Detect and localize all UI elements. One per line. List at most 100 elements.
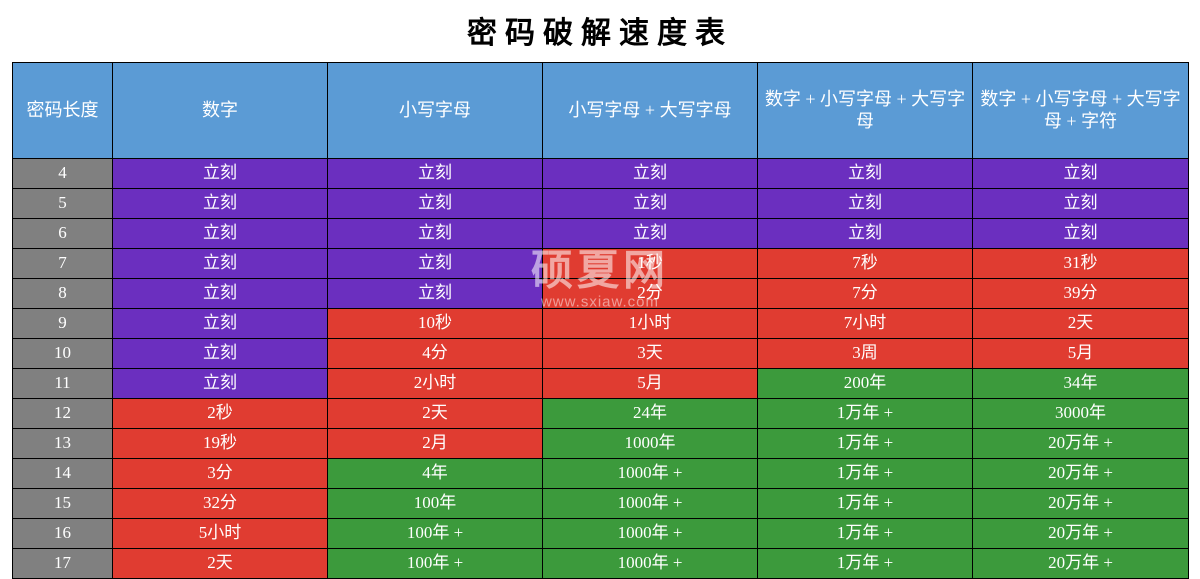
table-row: 9立刻10秒1小时7小时2天	[13, 309, 1189, 339]
table-cell: 5月	[973, 339, 1189, 369]
table-cell: 立刻	[328, 159, 543, 189]
table-cell: 立刻	[328, 219, 543, 249]
table-cell: 1000年 +	[543, 519, 758, 549]
table-cell: 1000年	[543, 429, 758, 459]
row-length-cell: 15	[13, 489, 113, 519]
table-cell: 立刻	[113, 249, 328, 279]
row-length-cell: 5	[13, 189, 113, 219]
table-cell: 立刻	[973, 189, 1189, 219]
row-length-cell: 7	[13, 249, 113, 279]
table-cell: 立刻	[758, 219, 973, 249]
table-cell: 20万年 +	[973, 549, 1189, 579]
table-cell: 1万年 +	[758, 549, 973, 579]
table-cell: 1万年 +	[758, 519, 973, 549]
row-length-cell: 6	[13, 219, 113, 249]
column-header: 数字	[113, 63, 328, 159]
table-cell: 100年 +	[328, 519, 543, 549]
page-title: 密码破解速度表	[0, 0, 1200, 62]
row-length-cell: 10	[13, 339, 113, 369]
table-cell: 立刻	[758, 159, 973, 189]
table-cell: 3天	[543, 339, 758, 369]
table-cell: 1秒	[543, 249, 758, 279]
table-cell: 立刻	[113, 309, 328, 339]
table-cell: 3分	[113, 459, 328, 489]
table-row: 172天100年 +1000年 +1万年 +20万年 +	[13, 549, 1189, 579]
table-cell: 100年	[328, 489, 543, 519]
table-cell: 立刻	[113, 189, 328, 219]
table-cell: 立刻	[113, 159, 328, 189]
table-cell: 立刻	[113, 219, 328, 249]
table-cell: 立刻	[543, 219, 758, 249]
row-length-cell: 11	[13, 369, 113, 399]
table-row: 143分4年1000年 +1万年 +20万年 +	[13, 459, 1189, 489]
table-row: 5立刻立刻立刻立刻立刻	[13, 189, 1189, 219]
table-cell: 立刻	[113, 369, 328, 399]
table-cell: 1000年 +	[543, 459, 758, 489]
table-cell: 2天	[328, 399, 543, 429]
table-cell: 1000年 +	[543, 489, 758, 519]
table-cell: 立刻	[328, 189, 543, 219]
row-length-cell: 16	[13, 519, 113, 549]
table-cell: 1万年 +	[758, 459, 973, 489]
table-cell: 5小时	[113, 519, 328, 549]
table-row: 1532分100年1000年 +1万年 +20万年 +	[13, 489, 1189, 519]
table-cell: 2月	[328, 429, 543, 459]
table-cell: 立刻	[328, 249, 543, 279]
table-cell: 2天	[113, 549, 328, 579]
table-header-row: 密码长度数字小写字母小写字母 + 大写字母数字 + 小写字母 + 大写字母数字 …	[13, 63, 1189, 159]
table-cell: 1小时	[543, 309, 758, 339]
table-cell: 2分	[543, 279, 758, 309]
column-header: 小写字母	[328, 63, 543, 159]
table-cell: 立刻	[973, 219, 1189, 249]
column-header: 数字 + 小写字母 + 大写字母 + 字符	[973, 63, 1189, 159]
table-cell: 立刻	[328, 279, 543, 309]
table-cell: 34年	[973, 369, 1189, 399]
column-header: 密码长度	[13, 63, 113, 159]
table-row: 6立刻立刻立刻立刻立刻	[13, 219, 1189, 249]
table-row: 7立刻立刻1秒7秒31秒	[13, 249, 1189, 279]
table-row: 122秒2天24年1万年 +3000年	[13, 399, 1189, 429]
row-length-cell: 13	[13, 429, 113, 459]
row-length-cell: 8	[13, 279, 113, 309]
table-cell: 7分	[758, 279, 973, 309]
row-length-cell: 9	[13, 309, 113, 339]
table-cell: 3周	[758, 339, 973, 369]
table-cell: 3000年	[973, 399, 1189, 429]
column-header: 数字 + 小写字母 + 大写字母	[758, 63, 973, 159]
table-cell: 200年	[758, 369, 973, 399]
table-cell: 2天	[973, 309, 1189, 339]
column-header: 小写字母 + 大写字母	[543, 63, 758, 159]
table-cell: 立刻	[113, 279, 328, 309]
table-cell: 20万年 +	[973, 489, 1189, 519]
table-cell: 4分	[328, 339, 543, 369]
table-cell: 39分	[973, 279, 1189, 309]
row-length-cell: 4	[13, 159, 113, 189]
table-row: 11立刻2小时5月200年34年	[13, 369, 1189, 399]
table-cell: 2小时	[328, 369, 543, 399]
row-length-cell: 12	[13, 399, 113, 429]
table-cell: 1万年 +	[758, 399, 973, 429]
table-row: 4立刻立刻立刻立刻立刻	[13, 159, 1189, 189]
table-row: 10立刻4分3天3周5月	[13, 339, 1189, 369]
table-cell: 31秒	[973, 249, 1189, 279]
table-cell: 立刻	[113, 339, 328, 369]
row-length-cell: 14	[13, 459, 113, 489]
table-cell: 20万年 +	[973, 429, 1189, 459]
table-cell: 7小时	[758, 309, 973, 339]
table-cell: 立刻	[543, 159, 758, 189]
table-cell: 1000年 +	[543, 549, 758, 579]
table-row: 8立刻立刻2分7分39分	[13, 279, 1189, 309]
table-cell: 2秒	[113, 399, 328, 429]
table-cell: 1万年 +	[758, 489, 973, 519]
table-cell: 7秒	[758, 249, 973, 279]
table-cell: 20万年 +	[973, 459, 1189, 489]
table-row: 1319秒2月1000年1万年 +20万年 +	[13, 429, 1189, 459]
table-cell: 19秒	[113, 429, 328, 459]
table-cell: 10秒	[328, 309, 543, 339]
table-cell: 100年 +	[328, 549, 543, 579]
row-length-cell: 17	[13, 549, 113, 579]
table-cell: 5月	[543, 369, 758, 399]
table-cell: 24年	[543, 399, 758, 429]
table-cell: 立刻	[758, 189, 973, 219]
table-cell: 20万年 +	[973, 519, 1189, 549]
